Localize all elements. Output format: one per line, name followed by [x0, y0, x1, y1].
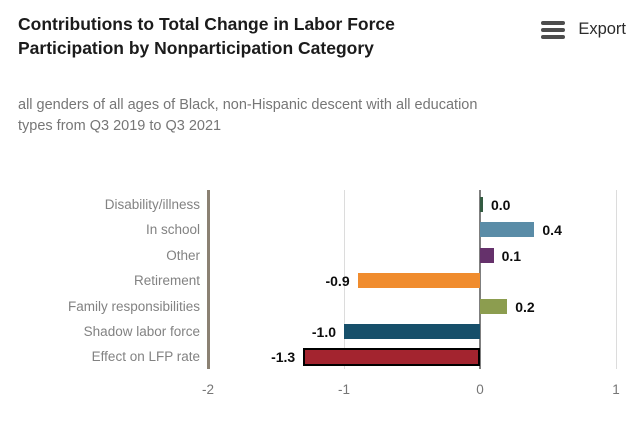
menu-icon: [541, 20, 566, 39]
category-label: Retirement: [133, 273, 200, 289]
bar[interactable]: [357, 273, 480, 289]
export-label: Export: [578, 20, 626, 38]
value-label: 0.2: [515, 298, 535, 315]
category-label: In school: [145, 222, 200, 238]
value-label: 0.1: [501, 247, 522, 264]
value-label: 0.4: [542, 222, 562, 239]
gridline: [344, 190, 345, 369]
y-axis-line: [207, 190, 210, 369]
category-label: Family responsibilities: [67, 298, 200, 314]
bar[interactable]: [480, 247, 494, 263]
value-label: -1.0: [311, 324, 336, 340]
x-tick-label: 1: [612, 382, 620, 397]
bar[interactable]: [344, 324, 480, 339]
bar[interactable]: [480, 298, 508, 314]
category-label: Effect on LFP rate: [91, 349, 200, 365]
value-label: 0.0: [491, 197, 511, 213]
bar[interactable]: [480, 197, 483, 212]
category-label: Disability/illness: [104, 197, 200, 212]
x-tick-label: -1: [337, 382, 351, 397]
x-tick-label: -2: [201, 382, 215, 397]
chart-title: Contributions to Total Change in Labor F…: [18, 14, 395, 59]
gridline: [616, 190, 617, 369]
export-button[interactable]: Export: [541, 20, 626, 39]
value-label: -1.3: [271, 349, 296, 366]
chart-subtitle: all genders of all ages of Black, non-Hi…: [18, 97, 478, 135]
bar[interactable]: [480, 222, 535, 238]
x-tick-label: 0: [476, 382, 484, 397]
category-label: Other: [166, 247, 200, 263]
category-label: Shadow labor force: [83, 324, 200, 339]
zero-baseline: [479, 190, 481, 369]
bar[interactable]: [303, 348, 480, 367]
value-label: -0.9: [325, 273, 350, 290]
